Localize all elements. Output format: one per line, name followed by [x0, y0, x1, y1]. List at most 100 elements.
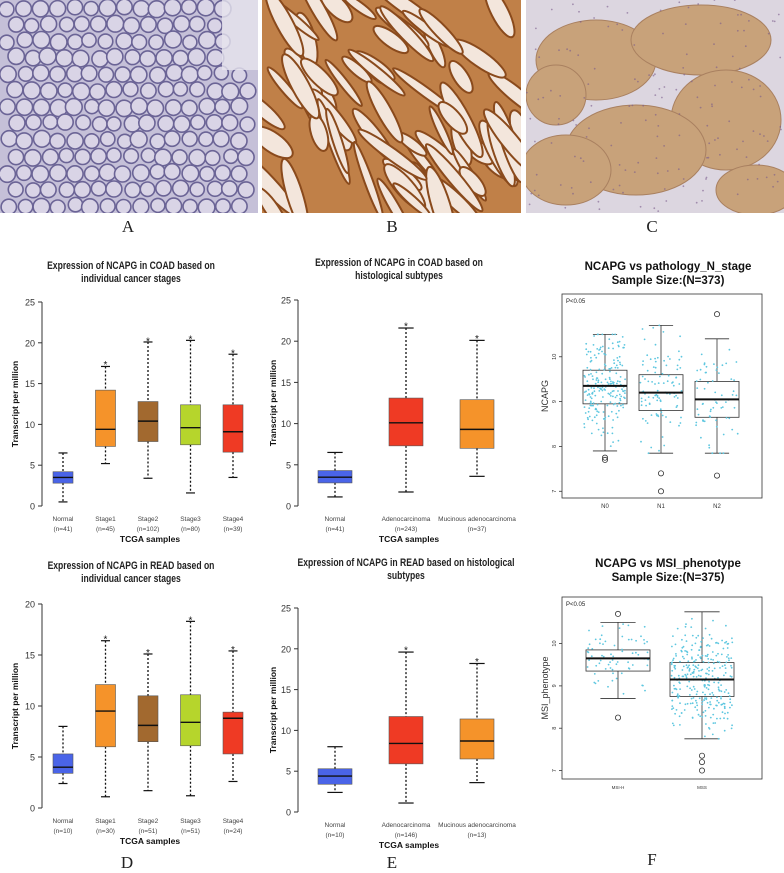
data-point	[726, 643, 729, 645]
data-point	[672, 659, 674, 661]
nucleus	[743, 29, 745, 32]
data-point	[612, 419, 614, 421]
data-point	[724, 672, 727, 674]
data-point	[720, 697, 722, 700]
data-point	[609, 661, 611, 663]
data-point	[607, 685, 609, 688]
data-point	[588, 373, 590, 376]
data-point	[585, 348, 588, 351]
x-tick-n-label: (n=51)	[139, 828, 158, 835]
crypt	[206, 17, 223, 34]
box	[52, 753, 74, 774]
data-point	[607, 415, 610, 418]
crypt	[0, 1, 15, 18]
nucleus	[616, 23, 619, 26]
nucleus	[559, 95, 562, 97]
data-point	[707, 658, 710, 660]
nucleus	[607, 25, 610, 28]
gland	[482, 108, 521, 176]
data-point	[727, 692, 730, 695]
data-point	[644, 399, 647, 401]
data-point	[712, 722, 715, 724]
data-point	[686, 651, 689, 654]
crypt	[91, 115, 108, 133]
nucleus	[748, 78, 750, 81]
data-point	[695, 424, 697, 427]
data-point	[619, 363, 622, 366]
data-point	[735, 394, 738, 397]
panel-label-d: D	[120, 853, 134, 872]
data-point	[694, 642, 697, 645]
data-point	[680, 650, 683, 653]
y-tick-label: 10	[281, 726, 291, 736]
nucleus	[763, 135, 765, 137]
data-point	[699, 368, 702, 371]
crypt	[229, 131, 248, 150]
data-point	[592, 402, 595, 404]
data-point	[618, 355, 621, 358]
data-point	[654, 357, 656, 360]
data-point	[717, 681, 720, 684]
nucleus	[752, 130, 755, 133]
y-tick-label: 15	[25, 379, 35, 389]
data-point	[671, 699, 674, 702]
nucleus	[719, 153, 721, 156]
data-point	[670, 674, 673, 677]
nucleus	[745, 156, 748, 159]
nucleus	[690, 80, 693, 83]
nucleus	[717, 137, 719, 140]
data-point	[705, 687, 708, 689]
data-point	[697, 413, 700, 416]
data-point	[619, 361, 621, 364]
data-point	[588, 629, 590, 632]
data-point	[666, 380, 669, 383]
data-point	[695, 693, 698, 696]
crypt	[22, 81, 42, 100]
nucleus	[683, 73, 686, 76]
nucleus	[697, 3, 700, 5]
nucleus	[701, 200, 703, 202]
data-point	[720, 653, 723, 656]
nucleus	[631, 104, 634, 107]
gland	[425, 165, 458, 213]
data-point	[614, 402, 617, 405]
data-point	[712, 713, 715, 716]
nucleus	[542, 96, 545, 99]
data-point	[622, 623, 624, 625]
data-point	[593, 673, 596, 675]
nucleus	[663, 86, 666, 88]
nucleus	[642, 104, 645, 107]
data-point	[624, 378, 626, 381]
nucleus	[659, 9, 662, 12]
data-point	[607, 383, 610, 385]
data-point	[591, 375, 594, 377]
data-point	[717, 701, 720, 704]
crypt	[188, 15, 206, 33]
data-point	[616, 382, 618, 385]
data-point	[602, 643, 604, 645]
outlier-point	[602, 454, 609, 461]
crypt	[66, 131, 85, 150]
crypt	[99, 131, 116, 148]
x-tick-label: Stage3	[180, 516, 201, 523]
nucleus	[780, 128, 782, 131]
data-point	[704, 627, 707, 630]
panel-label-f: F	[647, 850, 657, 869]
y-axis-label: Transcript per million	[268, 360, 278, 446]
data-point	[654, 360, 657, 363]
data-point	[602, 427, 604, 430]
nucleus	[656, 135, 659, 138]
x-tick-label: Mucinous adenocarcinoma	[438, 516, 516, 523]
data-point	[705, 697, 708, 699]
chart-coad-stage: 0 5 10 15 20 25 Transcript per million Normal (n…	[10, 298, 244, 545]
data-point	[691, 656, 693, 659]
data-point	[709, 416, 712, 418]
crypt	[164, 98, 182, 117]
crypt	[157, 80, 175, 98]
data-point	[721, 665, 724, 667]
data-point	[584, 399, 587, 401]
data-point	[608, 338, 611, 341]
crypt	[197, 30, 217, 50]
panel-label-a: A	[121, 217, 135, 236]
nucleus	[777, 13, 780, 16]
